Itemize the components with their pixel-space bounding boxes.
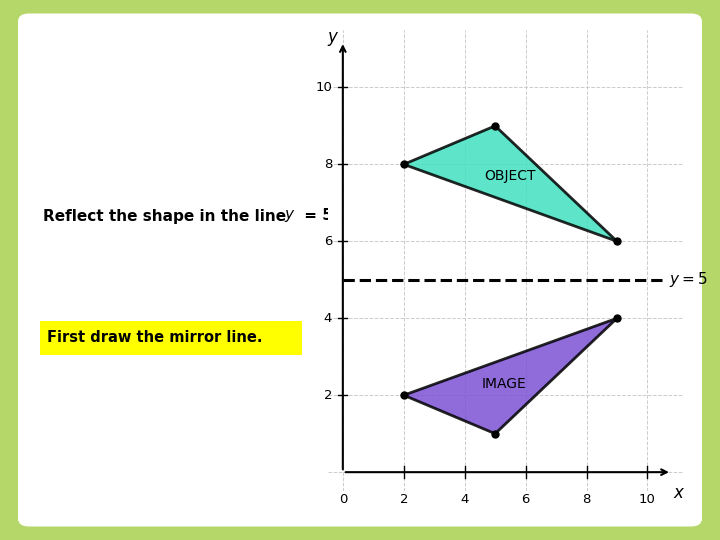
Text: 6: 6 [521,494,530,507]
Text: IMAGE: IMAGE [482,377,526,390]
Text: y: y [327,29,337,46]
Text: x: x [673,484,683,502]
Text: 6: 6 [324,235,332,248]
Text: 10: 10 [639,494,656,507]
Polygon shape [404,318,617,434]
Text: Reflect the shape in the line: Reflect the shape in the line [43,208,292,224]
Text: 2: 2 [400,494,408,507]
FancyBboxPatch shape [40,321,302,355]
Text: 8: 8 [582,494,590,507]
Text: 4: 4 [461,494,469,507]
Text: First draw the mirror line.: First draw the mirror line. [47,330,262,345]
Text: 4: 4 [324,312,332,325]
Text: = 5.: = 5. [299,208,338,224]
Text: 10: 10 [315,81,332,94]
Polygon shape [404,126,617,241]
Text: 0: 0 [338,494,347,507]
Text: 2: 2 [324,389,332,402]
FancyBboxPatch shape [18,14,702,526]
Text: $y = 5$: $y = 5$ [669,271,707,289]
Text: $y$: $y$ [284,208,296,224]
Text: 8: 8 [324,158,332,171]
Text: OBJECT: OBJECT [485,169,536,183]
